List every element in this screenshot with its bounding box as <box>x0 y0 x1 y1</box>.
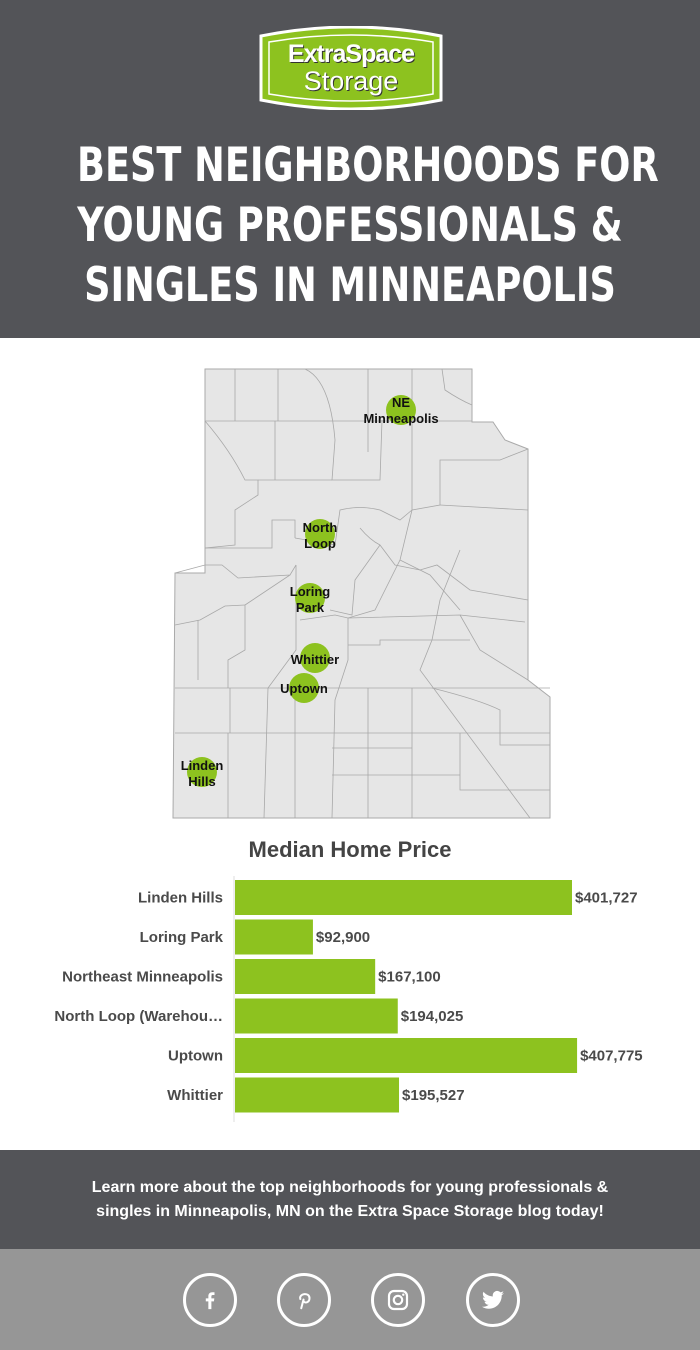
marker-linden-hills[interactable]: Linden Hills <box>181 757 224 789</box>
logo-text-line1: ExtraSpace <box>287 40 415 68</box>
marker-whittier[interactable]: Whittier <box>291 643 339 673</box>
pinterest-button[interactable] <box>277 1273 331 1327</box>
data-label: $167,100 <box>378 969 441 986</box>
bar[interactable] <box>235 959 376 994</box>
instagram-button[interactable] <box>371 1273 425 1327</box>
data-label: $195,527 <box>402 1087 465 1104</box>
marker-label: Hills <box>188 774 215 789</box>
neighborhood-map: NE Minneapolis North Loop Loring Park Wh… <box>172 368 551 819</box>
city-outline <box>172 368 551 819</box>
blog-call-to-action[interactable]: Learn more about the top neighborhoods f… <box>0 1150 700 1249</box>
marker-label: Uptown <box>280 681 328 696</box>
bar[interactable] <box>235 880 572 915</box>
cta-line: singles in Minneapolis, MN on the Extra … <box>96 1203 604 1220</box>
marker-label: North <box>303 520 338 535</box>
title-line: YOUNG PROFESSIONALS & <box>77 198 623 253</box>
category-label: Northeast Minneapolis <box>62 969 223 986</box>
title-line: SINGLES IN MINNEAPOLIS <box>84 258 616 313</box>
marker-label: Minneapolis <box>363 411 438 426</box>
cta-line: Learn more about the top neighborhoods f… <box>91 1179 609 1196</box>
facebook-icon <box>205 1292 215 1310</box>
data-label: $194,025 <box>401 1008 464 1025</box>
extra-space-storage-logo[interactable]: ExtraSpace Storage <box>255 26 447 110</box>
marker-north-loop[interactable]: North Loop <box>303 519 338 551</box>
marker-uptown[interactable]: Uptown <box>280 673 328 703</box>
title-line: BEST NEIGHBORHOODS FOR <box>77 138 659 193</box>
marker-ne-minneapolis[interactable]: NE Minneapolis <box>363 395 439 426</box>
neighborhood-boundaries <box>174 368 550 819</box>
instagram-icon <box>387 1289 409 1311</box>
bar[interactable] <box>235 919 313 955</box>
logo-text-line2: Storage <box>303 66 399 96</box>
category-label: Linden Hills <box>138 890 223 907</box>
header: ExtraSpace Storage BEST NEIGHBORHOODS FO… <box>0 0 700 338</box>
pinterest-icon <box>299 1293 311 1310</box>
category-label: North Loop (Warehou… <box>54 1008 223 1025</box>
category-label: Loring Park <box>140 929 224 946</box>
median-home-price-chart: Linden Hills $401,727 Loring Park $92,900 No… <box>54 876 643 1122</box>
page-title: BEST NEIGHBORHOODS FOR YOUNG PROFESSIONA… <box>77 136 659 316</box>
data-label: $407,775 <box>580 1048 643 1065</box>
marker-label: NE <box>392 395 410 410</box>
data-label: $92,900 <box>316 929 370 946</box>
marker-label: Park <box>296 600 325 615</box>
marker-label: Loring <box>290 584 330 599</box>
twitter-button[interactable] <box>466 1273 520 1327</box>
bar[interactable] <box>235 1038 578 1073</box>
chart-title: Median Home Price <box>248 837 452 862</box>
bar[interactable] <box>235 998 398 1034</box>
marker-label: Loop <box>304 536 336 551</box>
marker-label: Linden <box>181 758 224 773</box>
category-label: Uptown <box>168 1048 223 1065</box>
social-links <box>0 1249 700 1350</box>
marker-loring-park[interactable]: Loring Park <box>290 583 330 615</box>
data-label: $401,727 <box>575 890 638 907</box>
category-label: Whittier <box>167 1087 223 1104</box>
bar[interactable] <box>235 1077 400 1113</box>
twitter-icon <box>482 1290 504 1309</box>
marker-label: Whittier <box>291 652 339 667</box>
facebook-button[interactable] <box>183 1273 237 1327</box>
